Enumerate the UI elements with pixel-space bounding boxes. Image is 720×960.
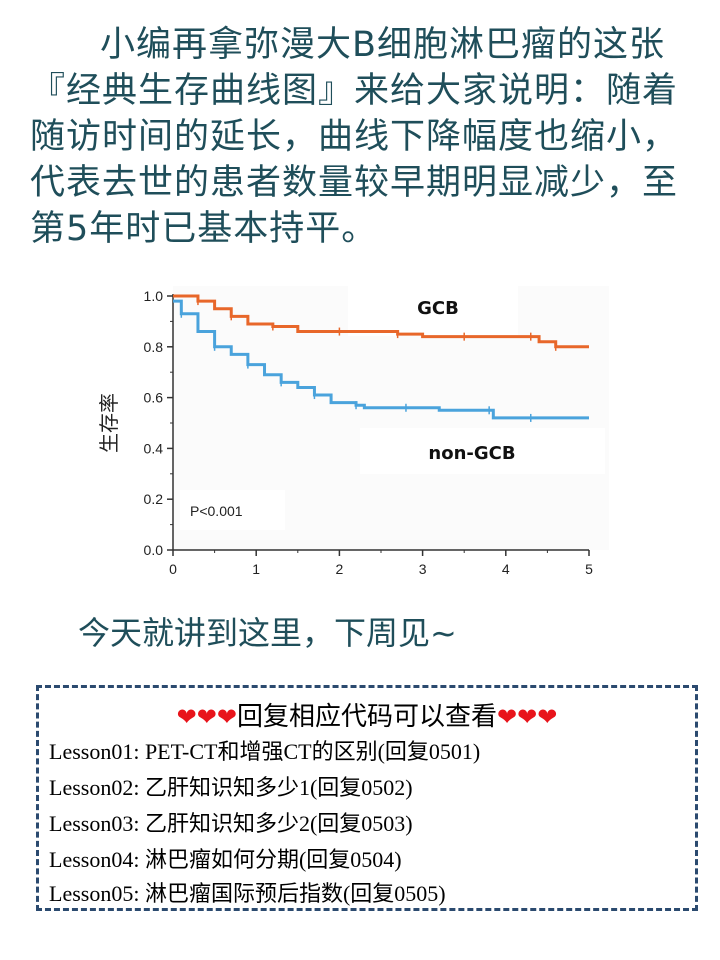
p-value-annotation: P<0.001 xyxy=(190,503,243,519)
non-gcb-series-line xyxy=(173,299,589,420)
pvalue-box xyxy=(180,490,285,530)
lessons-box: ❤❤❤回复相应代码可以查看❤❤❤ Lesson01: PET-CT和增强CT的区… xyxy=(36,685,698,911)
gcb-label-box xyxy=(348,286,518,336)
y-tick-label: 0.6 xyxy=(144,390,164,406)
non-gcb-label-box xyxy=(360,428,605,474)
hearts-left-icon: ❤❤❤ xyxy=(176,703,237,731)
hearts-right-icon: ❤❤❤ xyxy=(497,703,558,731)
survival-chart: 0.0 0.2 0.4 0.6 0.8 1.0 0 1 2 3 4 5 生存率 GCB non-GCB P<0… xyxy=(80,272,620,592)
y-tick-label: 0.2 xyxy=(144,491,164,507)
lesson-item[interactable]: Lesson02: 乙肝知识知多少1(回复0502) xyxy=(49,775,413,800)
x-tick-label: 1 xyxy=(252,561,260,577)
lesson-item[interactable]: Lesson04: 淋巴瘤如何分期(回复0504) xyxy=(49,847,402,872)
intro-paragraph: 小编再拿弥漫大B细胞淋巴瘤的这张『经典生存曲线图』来给大家说明：随着随访时间的延… xyxy=(30,25,679,249)
y-tick-label: 0.4 xyxy=(144,440,164,456)
x-tick-label: 4 xyxy=(502,561,510,577)
x-tick-label: 5 xyxy=(585,561,593,577)
lesson-item[interactable]: Lesson05: 淋巴瘤国际预后指数(回复0505) xyxy=(49,881,446,906)
y-tick-label: 0.0 xyxy=(144,542,164,558)
gcb-label: GCB xyxy=(417,298,459,319)
non-gcb-label: non-GCB xyxy=(428,443,515,464)
y-tick-label: 0.8 xyxy=(144,339,164,355)
y-axis-label: 生存率 xyxy=(97,393,121,453)
lesson-item[interactable]: Lesson01: PET-CT和增强CT的区别(回复0501) xyxy=(49,739,481,764)
lessons-header-text: 回复相应代码可以查看 xyxy=(236,702,497,732)
x-tick-label: 2 xyxy=(336,561,344,577)
x-tick-label: 0 xyxy=(169,561,177,577)
lesson-item[interactable]: Lesson03: 乙肝知识知多少2(回复0503) xyxy=(49,811,413,836)
x-tick-label: 3 xyxy=(419,561,427,577)
lessons-header: ❤❤❤回复相应代码可以查看❤❤❤ xyxy=(39,696,695,733)
outro-text: 今天就讲到这里，下周见~ xyxy=(78,614,457,652)
y-tick-label: 1.0 xyxy=(144,288,164,304)
survival-chart-svg: 0.0 0.2 0.4 0.6 0.8 1.0 0 1 2 3 4 5 生存率 GCB non-GCB P<0… xyxy=(97,286,609,577)
